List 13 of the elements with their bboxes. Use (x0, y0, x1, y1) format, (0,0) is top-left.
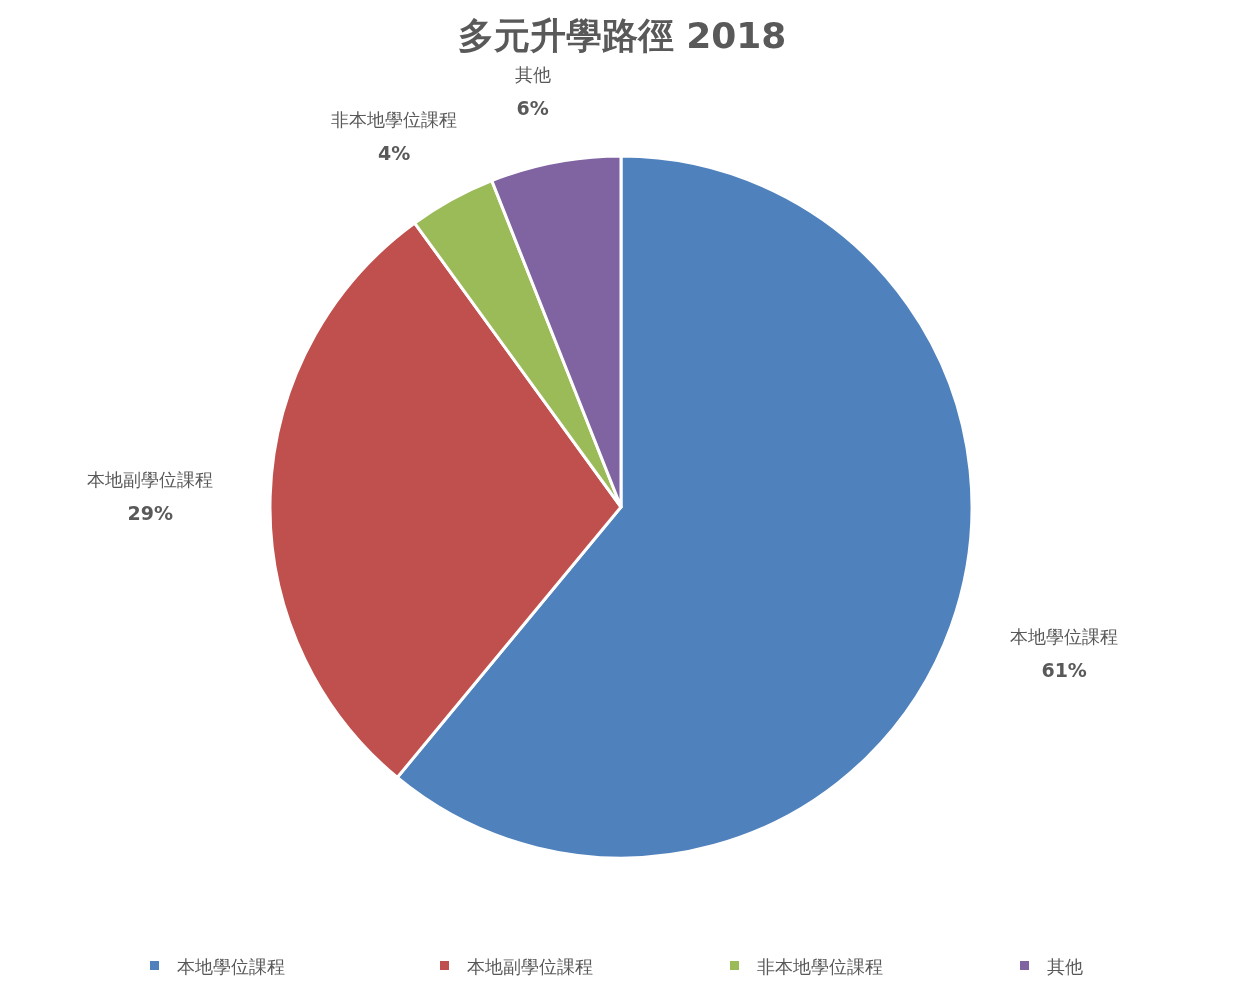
data-label: 29% (127, 501, 173, 524)
slice-label: 本地副學位課程 (87, 468, 214, 490)
legend-label: 非本地學位課程 (757, 956, 883, 977)
slice-label: 其他 (514, 63, 551, 85)
legend-label: 其他 (1047, 956, 1083, 977)
slice-label: 非本地學位課程 (331, 108, 458, 130)
legend-label: 本地學位課程 (177, 956, 285, 977)
chart-title: 多元升學路徑 2018 (457, 15, 787, 56)
slice-label: 本地學位課程 (1010, 626, 1119, 648)
legend-label: 本地副學位課程 (467, 956, 593, 977)
data-label: 4% (377, 141, 411, 164)
data-label: 6% (516, 96, 549, 119)
data-label: 61% (1041, 659, 1087, 682)
